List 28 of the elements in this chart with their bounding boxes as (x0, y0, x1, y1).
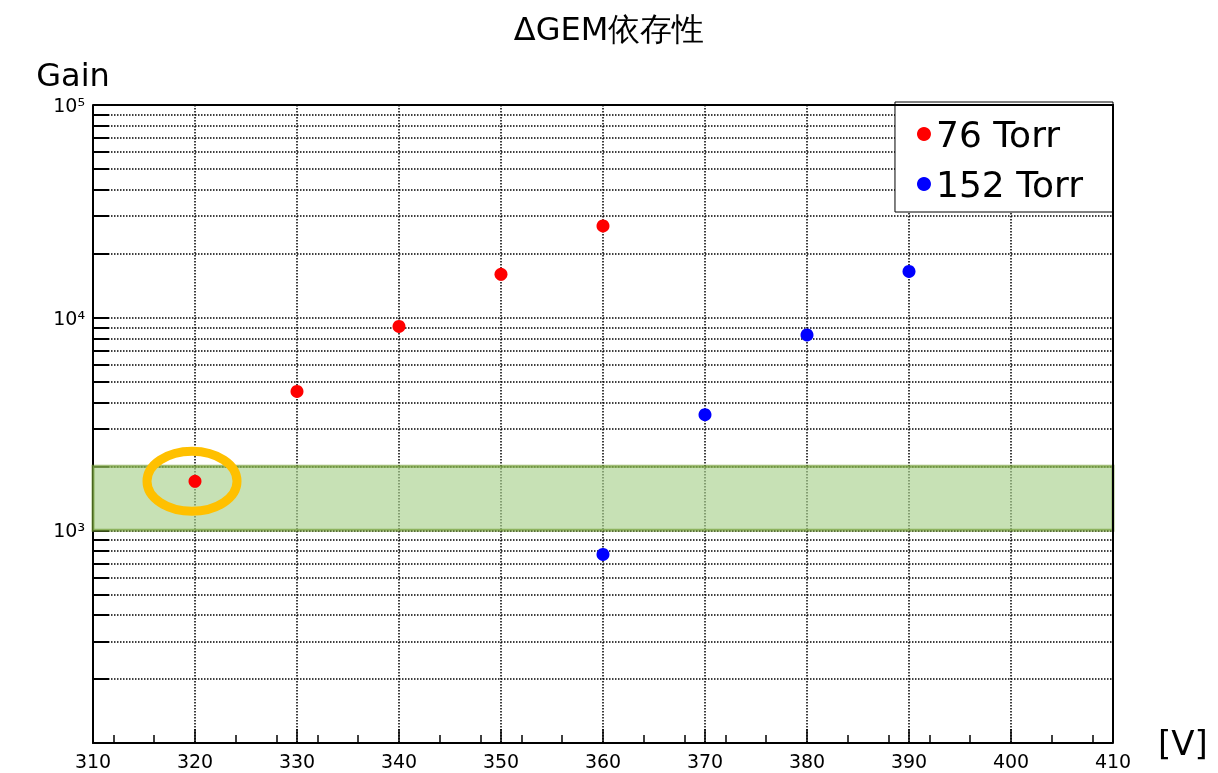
point (290, 384, 304, 398)
x-tick-label: 310 (74, 749, 112, 772)
y-tick-label: 10⁵ (53, 94, 85, 116)
point (392, 319, 406, 333)
x-tick-label: 320 (176, 749, 214, 772)
point (596, 219, 610, 233)
x-tick-label: 380 (788, 749, 826, 772)
x-tick-label: 410 (1094, 749, 1132, 772)
legend-label: 76 Torr (935, 113, 1061, 155)
y-tick-label: 10³ (53, 519, 85, 542)
x-tick-label: 390 (890, 749, 928, 772)
x-tick-label: 330 (278, 749, 316, 772)
x-tick-label: 350 (482, 749, 520, 772)
x-axis-title: [V] (1158, 723, 1208, 763)
x-tick-label: 370 (686, 749, 724, 772)
point (698, 408, 712, 422)
point (596, 547, 610, 561)
point (902, 264, 916, 278)
x-tick-label: 400 (992, 749, 1030, 772)
point (494, 267, 508, 281)
y-tick-label: 10⁴ (53, 306, 86, 329)
x-tick-label: 360 (584, 749, 622, 772)
x-tick-label: 340 (380, 749, 418, 772)
legend-label: 152 Torr (935, 163, 1084, 205)
chart-title: ΔGEM依存性 (513, 10, 705, 48)
y-axis-title: Gain (36, 56, 110, 94)
point (188, 474, 202, 488)
point (800, 328, 814, 342)
